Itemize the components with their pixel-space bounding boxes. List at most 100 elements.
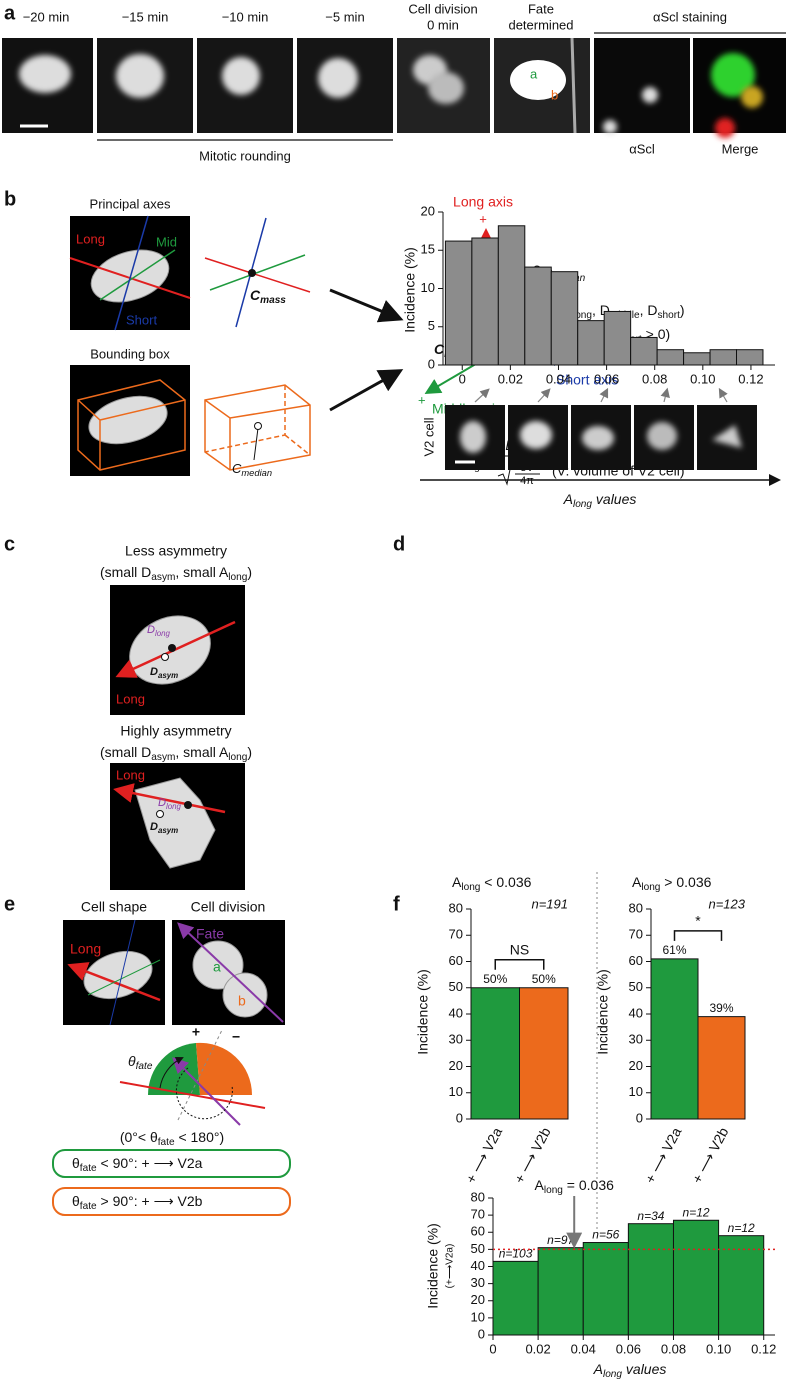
thumbnails xyxy=(445,387,757,470)
subtitle: Bounding box xyxy=(90,346,170,361)
subtitle: Cell shape xyxy=(81,899,147,915)
y-tick-label: 50 xyxy=(449,979,463,994)
significance-bracket xyxy=(494,959,545,970)
significance-bracket xyxy=(673,930,723,941)
text-part: C xyxy=(250,287,261,303)
text-part: D xyxy=(158,797,166,809)
y-tick-label: 70 xyxy=(629,927,643,942)
x-tick-label: 0.12 xyxy=(751,1341,776,1356)
bar xyxy=(709,349,738,366)
bar xyxy=(492,1260,539,1336)
n-label: n=12 xyxy=(683,1205,710,1219)
cell xyxy=(318,58,358,98)
bar xyxy=(582,1242,629,1336)
text-part: mass xyxy=(260,295,286,306)
text-part: long xyxy=(573,499,592,510)
bar xyxy=(603,310,632,366)
text-part: (small D xyxy=(100,564,151,580)
range-note: (0°< θfate < 180°) xyxy=(120,1129,224,1148)
subtitle: (small Dasym, small Along) xyxy=(100,744,252,763)
axis-line xyxy=(114,215,149,331)
x-tick-label: + ⟶ V2b xyxy=(511,1124,554,1186)
text-part: fate xyxy=(80,1201,97,1212)
cell-label: a xyxy=(530,66,538,81)
y-axis-label: Incidence (%) xyxy=(402,247,418,333)
cell-render xyxy=(134,777,216,869)
y-tick-label: 10 xyxy=(471,1309,485,1324)
y-tick-label: 60 xyxy=(471,1224,485,1239)
axis-line xyxy=(119,1081,266,1109)
axis-line xyxy=(109,919,136,1026)
axis-name: Long xyxy=(116,691,145,706)
rule-box xyxy=(52,1149,291,1178)
value-label: 39% xyxy=(709,1001,733,1015)
panel-label: a xyxy=(4,2,16,24)
y-tick-label: 0 xyxy=(428,356,435,371)
bar xyxy=(736,349,764,366)
time-lapse xyxy=(2,37,786,138)
text-part: D xyxy=(150,821,158,833)
rule-box xyxy=(52,1187,291,1216)
bounding-box xyxy=(77,379,311,471)
point xyxy=(161,653,169,661)
text-part: asym xyxy=(158,671,178,680)
sign: − xyxy=(232,1029,240,1045)
formula: 4π xyxy=(520,475,534,487)
group-label: αScl staining xyxy=(653,9,727,24)
x-axis-label: Along values xyxy=(563,491,637,510)
y-tick-label: 5 xyxy=(428,318,435,333)
y-tick-label: 30 xyxy=(449,1032,463,1047)
cell xyxy=(428,72,464,104)
y-tick-label: 70 xyxy=(471,1207,485,1222)
x-tick-label: 0.10 xyxy=(706,1341,731,1356)
significance: NS xyxy=(510,941,529,957)
cell-render xyxy=(192,940,244,990)
n-label: n=191 xyxy=(531,896,568,911)
y-tick-label: 50 xyxy=(471,1241,485,1256)
time-label: −20 min xyxy=(23,9,70,24)
n-label: n=56 xyxy=(592,1228,619,1242)
point-label: Cmass xyxy=(250,287,286,306)
annotation: Along = 0.036 xyxy=(535,1177,615,1196)
bar xyxy=(577,320,605,366)
y-tick-label: 60 xyxy=(629,953,643,968)
bar xyxy=(672,1219,720,1336)
panel-label: e xyxy=(4,893,15,915)
panel-label: b xyxy=(4,188,16,210)
x-tick-label: 0.02 xyxy=(525,1341,550,1356)
bar xyxy=(550,271,579,366)
y-tick-label: 40 xyxy=(449,1005,463,1020)
text-part: A xyxy=(452,874,462,890)
cell-label: b xyxy=(238,993,246,1009)
text-part: long xyxy=(641,882,660,893)
y-tick-label: 30 xyxy=(629,1032,643,1047)
bar xyxy=(444,240,473,366)
arrow xyxy=(329,288,404,323)
text-part: fate xyxy=(158,1137,175,1148)
x-tick-label: 0.02 xyxy=(498,371,523,386)
axis-line xyxy=(172,1057,241,1126)
y-tick-label: 0 xyxy=(636,1110,643,1125)
bar xyxy=(627,1223,674,1336)
rule: θfate > 90°: + ⟶ V2b xyxy=(72,1193,203,1212)
time-label: −15 min xyxy=(122,9,169,24)
time-label: 0 min xyxy=(427,17,459,32)
y-tick-label: 30 xyxy=(471,1275,485,1290)
x-tick-label: + ⟶ V2a xyxy=(462,1124,505,1186)
n-label: n=34 xyxy=(637,1209,664,1223)
text-part: long xyxy=(603,1369,622,1380)
y-tick-label: 0 xyxy=(456,1110,463,1125)
x-tick-label: 0.10 xyxy=(690,371,715,386)
y-tick-label: 10 xyxy=(449,1084,463,1099)
stain xyxy=(603,120,617,134)
cell xyxy=(510,60,566,100)
y-axis-label: Incidence (%) xyxy=(425,1223,441,1309)
sign: + xyxy=(479,211,487,226)
bar xyxy=(497,225,526,366)
point xyxy=(184,801,192,809)
text-part: C xyxy=(434,341,445,357)
y-tick-label: 0 xyxy=(478,1326,485,1341)
subtitle: (small Dasym, small Along) xyxy=(100,564,252,583)
text-part: < 90°: + ⟶ V2a xyxy=(97,1155,203,1171)
time-label: determined xyxy=(508,17,573,32)
